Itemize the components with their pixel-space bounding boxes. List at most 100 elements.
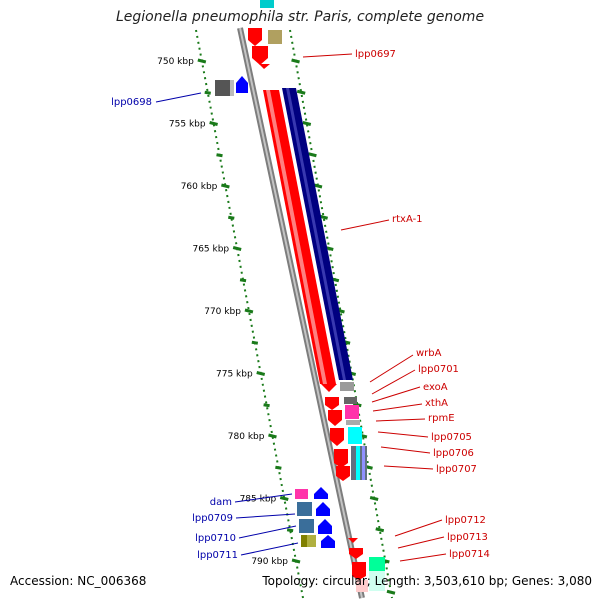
topology-text: Topology: circular; Length: 3,503,610 bp… <box>262 574 592 588</box>
gene-arrow-reverse <box>314 487 328 499</box>
scale-tick <box>216 153 223 158</box>
scale-tick-label: 750 kbp <box>157 57 194 67</box>
leader-line <box>302 53 353 58</box>
gene-arrow-forward <box>330 428 344 446</box>
scale-tick <box>279 496 289 501</box>
leader-line <box>371 369 416 395</box>
gene-label-rtxA-1[interactable]: rtxA-1 <box>392 214 423 225</box>
leader-line <box>371 386 421 403</box>
leader-line <box>340 219 390 231</box>
gene-arrow-forward <box>349 548 363 559</box>
gene-label-lpp0712[interactable]: lpp0712 <box>445 515 486 526</box>
scale-tick <box>386 589 396 595</box>
gene-arrow-reverse <box>316 502 330 516</box>
map-title: Legionella pneumophila str. Paris, compl… <box>115 9 485 25</box>
gene-block <box>260 0 274 8</box>
gene-arrow-reverse <box>318 519 332 534</box>
gene-label-lpp0713[interactable]: lpp0713 <box>447 532 488 543</box>
gene-arrow-forward <box>336 466 350 481</box>
scale-tick <box>256 371 266 376</box>
gene-label-lpp0709[interactable]: lpp0709 <box>192 513 233 524</box>
scale-tick-label: 755 kbp <box>169 120 206 130</box>
scale-tick <box>263 403 270 408</box>
gene-label-lpp0698[interactable]: lpp0698 <box>111 97 152 108</box>
gene-block <box>346 420 360 425</box>
leader-line <box>240 542 299 556</box>
scale-tick <box>296 89 306 95</box>
scale-tick <box>251 340 259 345</box>
gene-arrow-reverse <box>236 76 248 93</box>
gene-arrow-forward <box>248 28 262 46</box>
gene-arrow-forward <box>334 449 348 468</box>
gene-label-dam[interactable]: dam <box>210 497 232 508</box>
scale-tick <box>291 558 301 564</box>
scale-tick <box>204 90 211 95</box>
scale-tick <box>352 402 362 408</box>
scale-tick <box>308 152 317 158</box>
leader-line <box>372 403 423 412</box>
scale-tick <box>275 465 282 470</box>
scale-tick-label: 765 kbp <box>192 245 229 255</box>
scale-tick-label: 780 kbp <box>228 432 265 442</box>
scale-tick <box>375 527 385 533</box>
scale-tick <box>291 58 300 64</box>
scale-tick <box>286 528 294 533</box>
gene-arrow-forward <box>325 397 339 410</box>
gene-arrow-forward <box>252 46 268 65</box>
leader-line <box>155 92 202 103</box>
gene-label-lpp0697[interactable]: lpp0697 <box>355 49 396 60</box>
gene-label-xthA[interactable]: xthA <box>425 398 448 409</box>
scale-tick-label: 760 kbp <box>181 182 218 192</box>
scale-tick <box>268 433 277 439</box>
gene-block <box>297 502 312 516</box>
scale-tick <box>369 496 379 501</box>
gene-block <box>295 489 308 499</box>
gene-arrow-forward <box>259 64 270 69</box>
gene-block <box>344 397 357 404</box>
gene-label-lpp0710[interactable]: lpp0710 <box>195 533 236 544</box>
gene-block <box>345 405 359 419</box>
leader-line <box>383 465 434 470</box>
accession-text: Accession: NC_006368 <box>10 574 147 588</box>
gene-label-lpp0706[interactable]: lpp0706 <box>433 448 474 459</box>
scale-tick-label: 770 kbp <box>204 307 241 317</box>
scale-tick <box>313 183 323 189</box>
gene-label-exoA[interactable]: exoA <box>423 382 448 393</box>
scale-tick <box>197 58 207 64</box>
leader-line <box>394 519 443 537</box>
scale-tick <box>239 278 247 283</box>
leader-line <box>234 493 293 503</box>
scale-tick <box>244 308 254 314</box>
gene-arrow-forward <box>352 562 366 580</box>
gene-block <box>268 30 282 44</box>
gene-label-rpmE[interactable]: rpmE <box>428 413 455 424</box>
leader-line <box>235 513 296 519</box>
scale-tick-label: 785 kbp <box>240 495 277 505</box>
scale-tick-label: 775 kbp <box>216 370 253 380</box>
gene-block <box>215 80 231 96</box>
gene-label-lpp0714[interactable]: lpp0714 <box>449 549 490 560</box>
gene-block <box>369 557 385 571</box>
leader-line <box>375 418 426 422</box>
gene-label-lpp0701[interactable]: lpp0701 <box>418 364 459 375</box>
leader-line <box>399 553 447 562</box>
gene-label-lpp0707[interactable]: lpp0707 <box>436 464 477 475</box>
gene-label-lpp0705[interactable]: lpp0705 <box>431 432 472 443</box>
scale-tick <box>228 215 235 220</box>
gene-arrow-reverse <box>321 535 335 548</box>
scale-tick <box>209 121 218 126</box>
gene-arrow-forward <box>348 538 358 543</box>
leader-line <box>397 536 445 549</box>
gene-arrow-forward <box>328 410 342 426</box>
gene-label-lpp0711[interactable]: lpp0711 <box>197 550 238 561</box>
gene-block <box>340 382 354 391</box>
scale-tick-label: 790 kbp <box>251 557 288 567</box>
leader-line <box>369 354 414 383</box>
gene-label-wrbA[interactable]: wrbA <box>416 348 442 359</box>
gene-block <box>348 427 362 444</box>
leader-line <box>380 446 431 454</box>
scale-tick <box>221 183 230 189</box>
scale-tick <box>302 121 312 126</box>
leader-line <box>238 525 297 539</box>
